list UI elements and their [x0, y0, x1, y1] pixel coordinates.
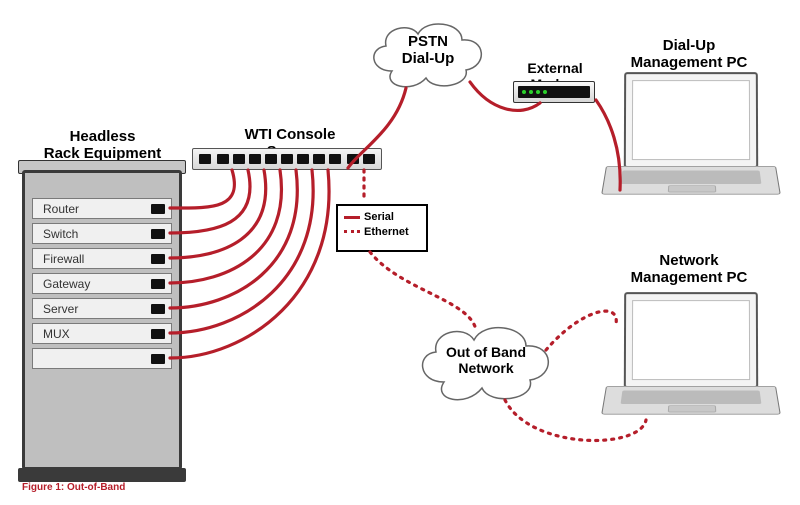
modem-led	[522, 90, 526, 94]
rack-port	[151, 329, 165, 339]
rack-slot: MUX	[32, 323, 172, 344]
modem-front	[518, 86, 590, 98]
console-server-device	[192, 148, 382, 170]
rack-port	[151, 204, 165, 214]
rack-slot: Firewall	[32, 248, 172, 269]
external-modem	[513, 81, 595, 103]
rack-slot	[32, 348, 172, 369]
rack-slot-label: Router	[43, 202, 79, 216]
laptop-net-title: Network Management PC	[604, 252, 774, 286]
cloud-pstn-line2: Dial-Up	[402, 50, 455, 67]
figure-caption: Figure 1: Out-of-Band	[22, 482, 125, 493]
laptop-dialup-title: Dial-Up Management PC	[604, 37, 774, 71]
rack-port	[151, 229, 165, 239]
rack-slot: Router	[32, 198, 172, 219]
console-port	[313, 154, 325, 164]
rack-port	[151, 354, 165, 364]
rack-port	[151, 304, 165, 314]
rack-slot-label: Server	[43, 302, 78, 316]
rack-slot: Server	[32, 298, 172, 319]
console-port	[217, 154, 229, 164]
modem-led	[529, 90, 533, 94]
console-port	[233, 154, 245, 164]
laptop-keyboard	[621, 391, 762, 404]
cloud-oob-line1: Out of Band	[446, 344, 526, 360]
legend-label-ethernet: Ethernet	[364, 226, 409, 238]
rack-port	[151, 254, 165, 264]
rack-base	[18, 468, 186, 482]
cloud-oob-label: Out of Band Network	[426, 344, 546, 376]
laptop-base	[601, 386, 781, 415]
console-port	[363, 154, 375, 164]
laptop-trackpad	[668, 405, 716, 412]
legend-ethernet-row: Ethernet	[344, 225, 420, 240]
cloud-pstn-label: PSTN Dial-Up	[378, 33, 478, 68]
legend-swatch-solid	[344, 216, 360, 219]
equipment-rack: Router Switch Firewall Gateway Server MU…	[22, 170, 182, 470]
rack-port	[151, 279, 165, 289]
console-port	[347, 154, 359, 164]
console-port	[329, 154, 341, 164]
rack-slots: Router Switch Firewall Gateway Server MU…	[32, 198, 172, 373]
console-port	[265, 154, 277, 164]
laptop-screen	[624, 292, 758, 388]
rack-slot-label: Switch	[43, 227, 78, 241]
console-port	[297, 154, 309, 164]
modem-led	[536, 90, 540, 94]
rack-slot: Gateway	[32, 273, 172, 294]
cloud-oob-line2: Network	[458, 360, 513, 376]
laptop-trackpad	[668, 185, 716, 192]
rack-slot: Switch	[32, 223, 172, 244]
rack-title: Headless Rack Equipment	[35, 128, 170, 162]
legend-box: Serial Ethernet	[336, 204, 428, 252]
laptop-dialup	[606, 72, 776, 212]
cloud-pstn-line1: PSTN	[408, 33, 448, 50]
laptop-base	[601, 166, 781, 195]
laptop-keyboard	[621, 171, 762, 184]
modem-led	[543, 90, 547, 94]
rack-slot-label: Firewall	[43, 252, 84, 266]
laptop-network	[606, 292, 776, 432]
console-port	[199, 154, 211, 164]
console-port	[281, 154, 293, 164]
legend-serial-row: Serial	[344, 210, 420, 225]
legend-swatch-dotted	[344, 230, 360, 233]
rack-slot-label: Gateway	[43, 277, 90, 291]
rack-slot-label: MUX	[43, 327, 70, 341]
laptop-screen	[624, 72, 758, 168]
legend-label-serial: Serial	[364, 211, 394, 223]
console-port	[249, 154, 261, 164]
